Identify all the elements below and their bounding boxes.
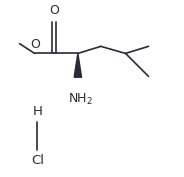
Text: NH$_2$: NH$_2$	[68, 92, 93, 107]
Text: O: O	[31, 38, 40, 51]
Text: H: H	[32, 105, 42, 118]
Text: O: O	[49, 4, 59, 17]
Polygon shape	[74, 53, 82, 77]
Text: Cl: Cl	[31, 154, 44, 167]
